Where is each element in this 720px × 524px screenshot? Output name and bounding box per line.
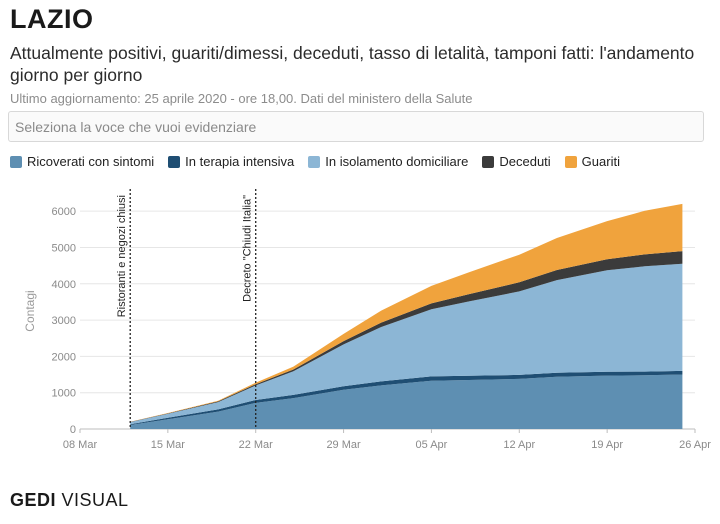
legend-label: Ricoverati con sintomi	[27, 154, 155, 169]
legend-item-ricoverati[interactable]: Ricoverati con sintomi	[10, 154, 154, 169]
area-guariti	[130, 203, 683, 422]
x-tick-label: 15 Mar	[151, 439, 186, 451]
series-selector[interactable]: Seleziona la voce che vuoi evidenziare	[8, 111, 704, 142]
y-tick-label: 3000	[52, 315, 76, 327]
legend-swatch	[308, 155, 321, 168]
y-tick-label: 2000	[52, 351, 76, 363]
legend-item-terapia[interactable]: In terapia intensiva	[168, 154, 294, 169]
area-ricoverati	[130, 374, 683, 429]
y-tick-label: 4000	[52, 279, 76, 291]
annotation-label: Ristoranti e negozi chiusi	[116, 195, 128, 317]
annotation-label: Decreto "Chiudi Italia"	[242, 195, 254, 302]
chart-legend: Ricoverati con sintomi In terapia intens…	[10, 154, 634, 169]
area-deceduti	[130, 251, 683, 423]
legend-item-deceduti[interactable]: Deceduti	[482, 154, 551, 169]
update-note: Ultimo aggiornamento: 25 aprile 2020 - o…	[10, 91, 473, 106]
legend-label: In isolamento domiciliare	[325, 154, 469, 169]
legend-swatch	[482, 155, 495, 168]
legend-item-isolamento[interactable]: In isolamento domiciliare	[308, 154, 468, 169]
x-tick-label: 12 Apr	[503, 439, 535, 451]
area-isolamento	[130, 263, 683, 425]
page-title: LAZIO	[10, 4, 94, 34]
x-tick-label: 08 Mar	[63, 439, 98, 451]
legend-swatch	[564, 155, 577, 168]
y-tick-label: 5000	[52, 242, 76, 254]
y-tick-label: 6000	[52, 206, 76, 218]
y-tick-label: 0	[70, 424, 76, 436]
brand-logo: GEDI VISUAL	[10, 490, 129, 510]
y-tick-label: 1000	[52, 388, 76, 400]
legend-swatch	[10, 155, 22, 168]
legend-swatch	[168, 155, 181, 168]
x-tick-label: 22 Mar	[239, 439, 274, 451]
legend-label: Deceduti	[499, 154, 551, 169]
legend-label: In terapia intensiva	[185, 154, 295, 169]
legend-item-guariti[interactable]: Guariti	[564, 154, 620, 169]
x-tick-label: 05 Apr	[416, 439, 448, 451]
x-tick-label: 26 Apr	[679, 439, 711, 451]
x-tick-label: 29 Mar	[326, 439, 361, 451]
chart-subtitle: Attualmente positivi, guariti/dimessi, d…	[10, 43, 695, 85]
series-selector-placeholder: Seleziona la voce che vuoi evidenziare	[15, 119, 257, 135]
legend-label: Guariti	[581, 154, 620, 169]
area-terapia	[130, 370, 683, 425]
y-axis-label: Contagi	[23, 290, 37, 331]
x-tick-label: 19 Apr	[591, 439, 623, 451]
stacked-area-chart: 0 1000 2000 3000 4000 5000 6000 08 Mar 15 Mar 22 …	[23, 189, 711, 451]
